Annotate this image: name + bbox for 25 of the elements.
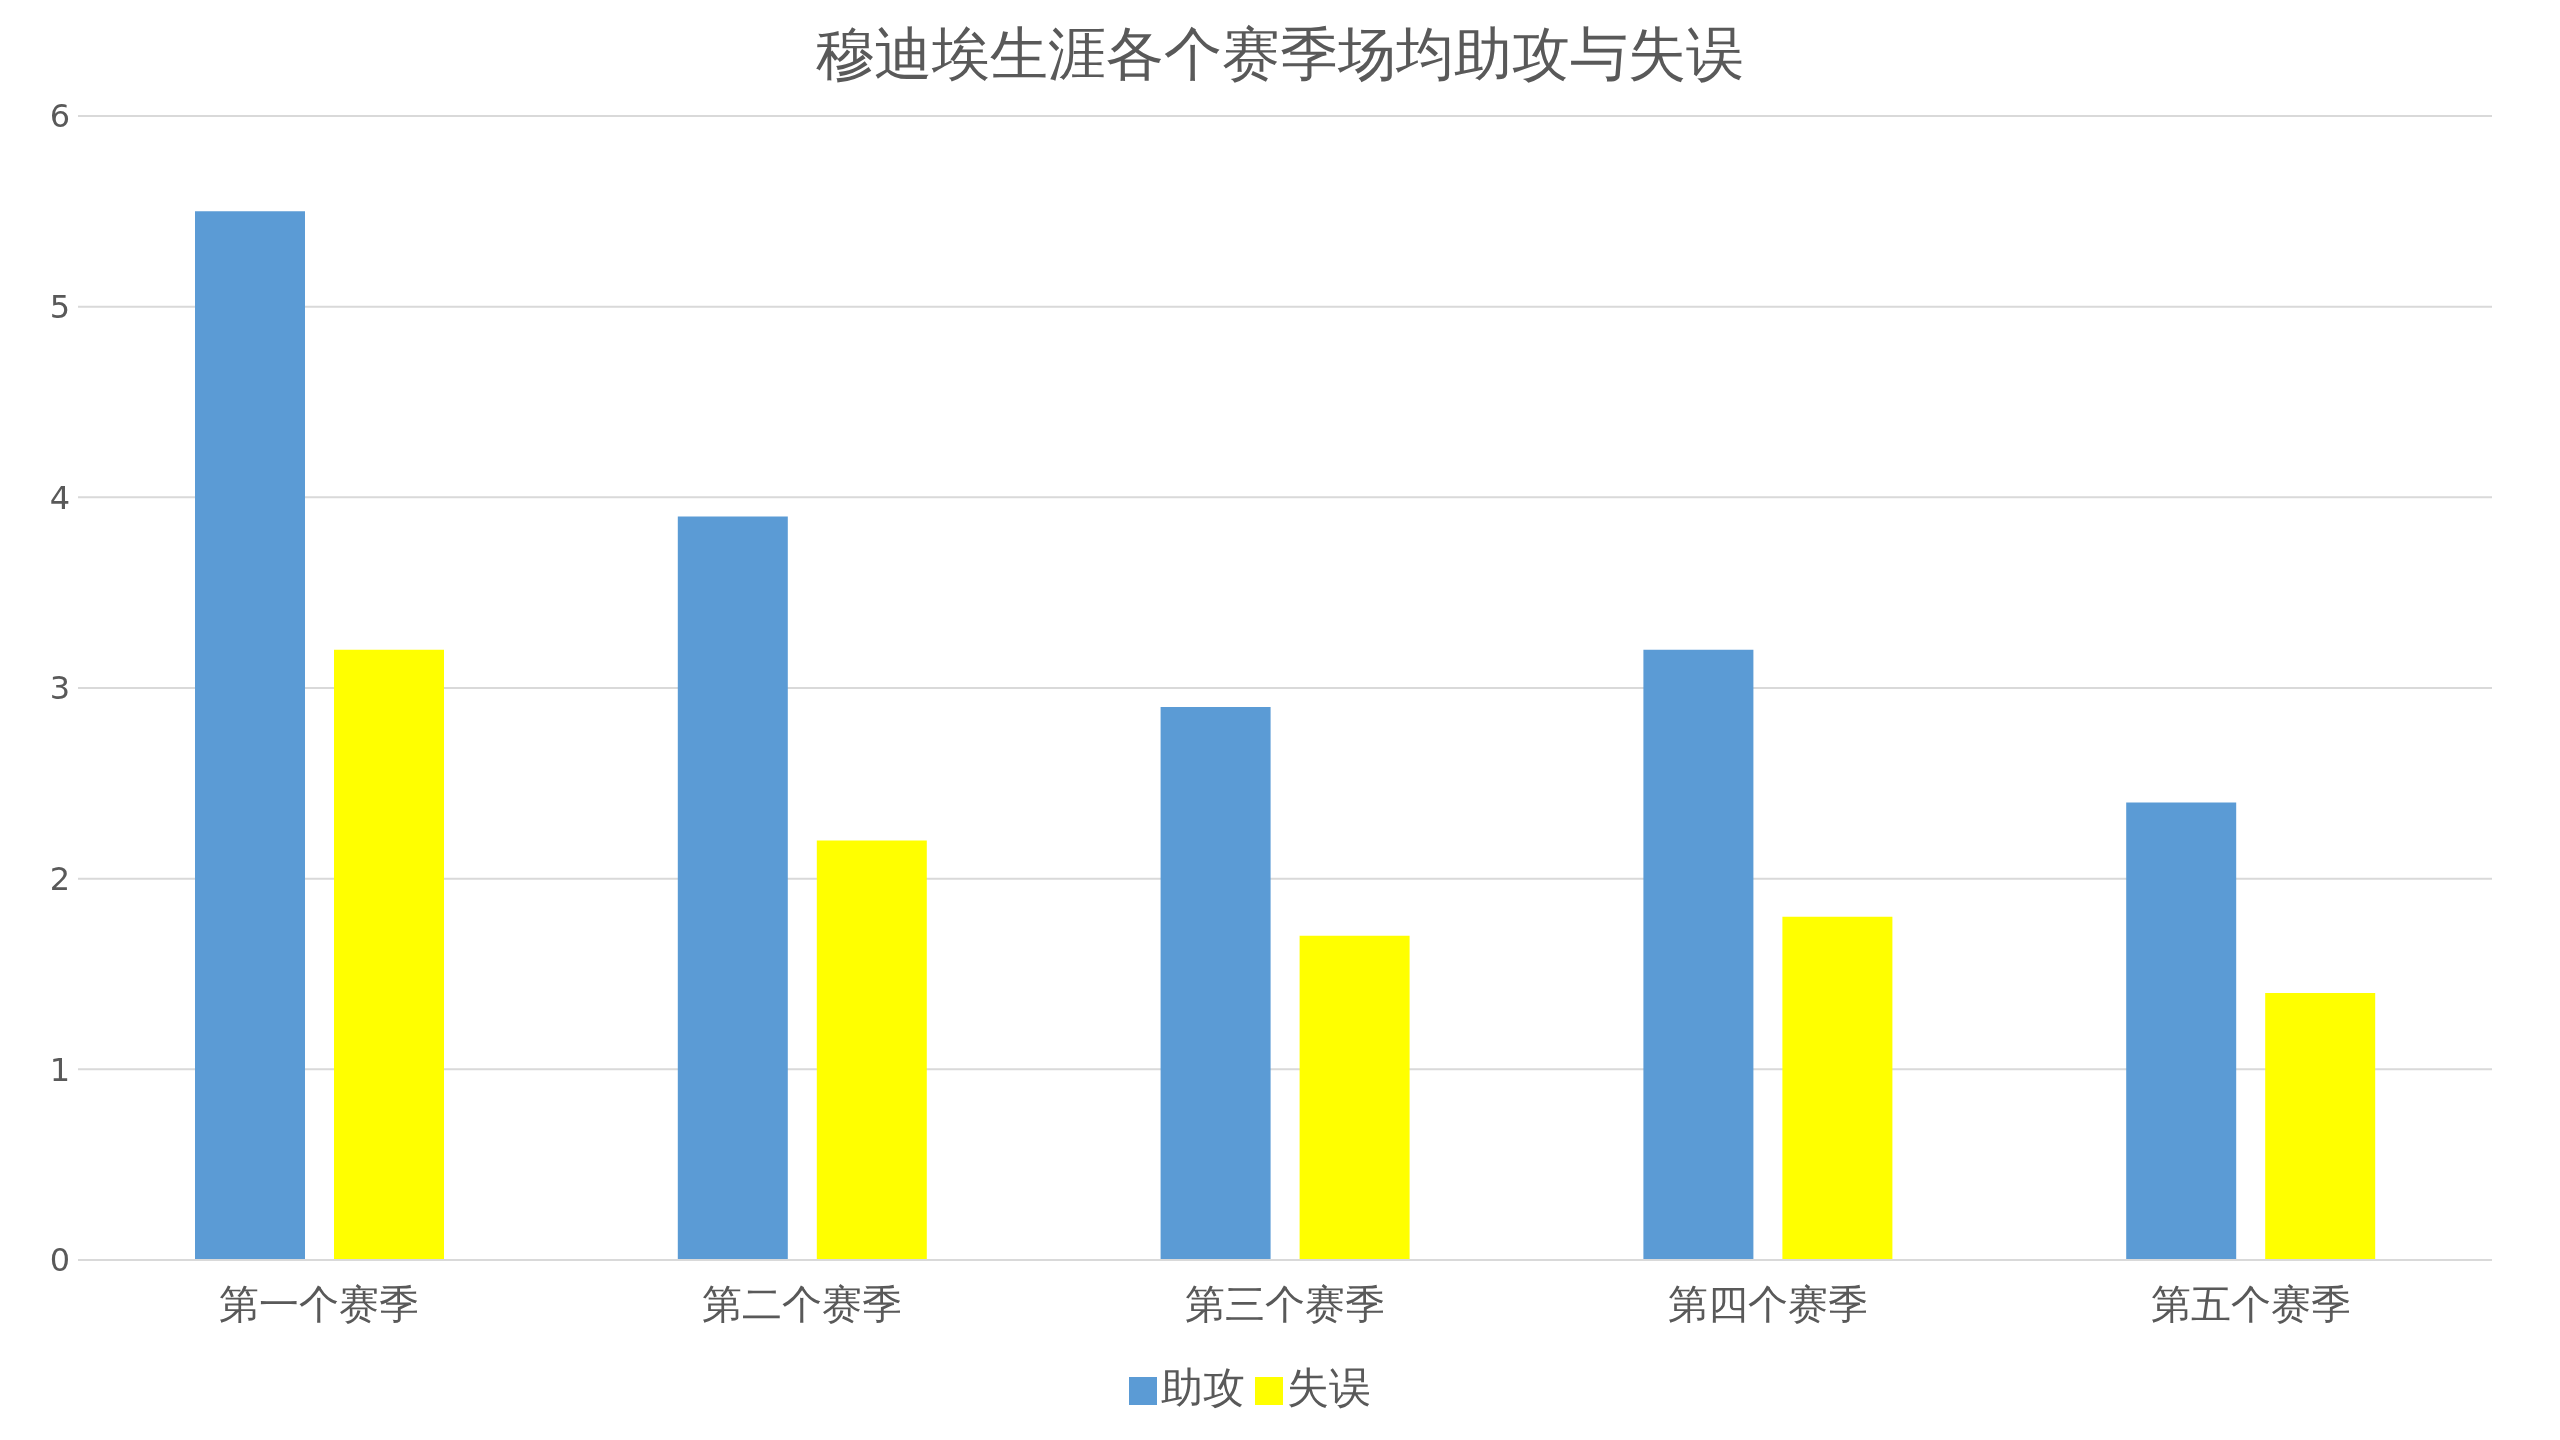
y-tick-label: 4: [49, 478, 70, 517]
chart-title: 穆迪埃生涯各个赛季场均助攻与失误: [815, 19, 1745, 90]
x-tick-label: 第三个赛季: [1185, 1281, 1385, 1328]
bar: [334, 649, 444, 1260]
bar: [1643, 649, 1754, 1260]
y-tick-label: 6: [49, 97, 70, 136]
x-tick-label: 第一个赛季: [219, 1281, 420, 1328]
bar: [2265, 993, 2376, 1260]
bar: [195, 211, 305, 1260]
bar: [677, 516, 788, 1260]
x-tick-label: 第四个赛季: [1667, 1281, 1868, 1328]
bar: [816, 840, 927, 1260]
bar: [2126, 802, 2237, 1260]
y-tick-label: 5: [49, 288, 70, 327]
x-tick-label: 第五个赛季: [2150, 1281, 2351, 1328]
x-tick-label: 第二个赛季: [702, 1281, 903, 1328]
legend-label: 失误: [1287, 1363, 1371, 1412]
y-tick-label: 1: [49, 1050, 70, 1089]
y-tick-label: 3: [49, 669, 70, 708]
bar: [1160, 707, 1271, 1260]
legend-label: 助攻: [1161, 1363, 1245, 1412]
y-tick-label: 0: [49, 1241, 70, 1280]
bar: [1782, 916, 1893, 1260]
bar: [1299, 935, 1410, 1260]
y-tick-label: 2: [49, 860, 70, 899]
